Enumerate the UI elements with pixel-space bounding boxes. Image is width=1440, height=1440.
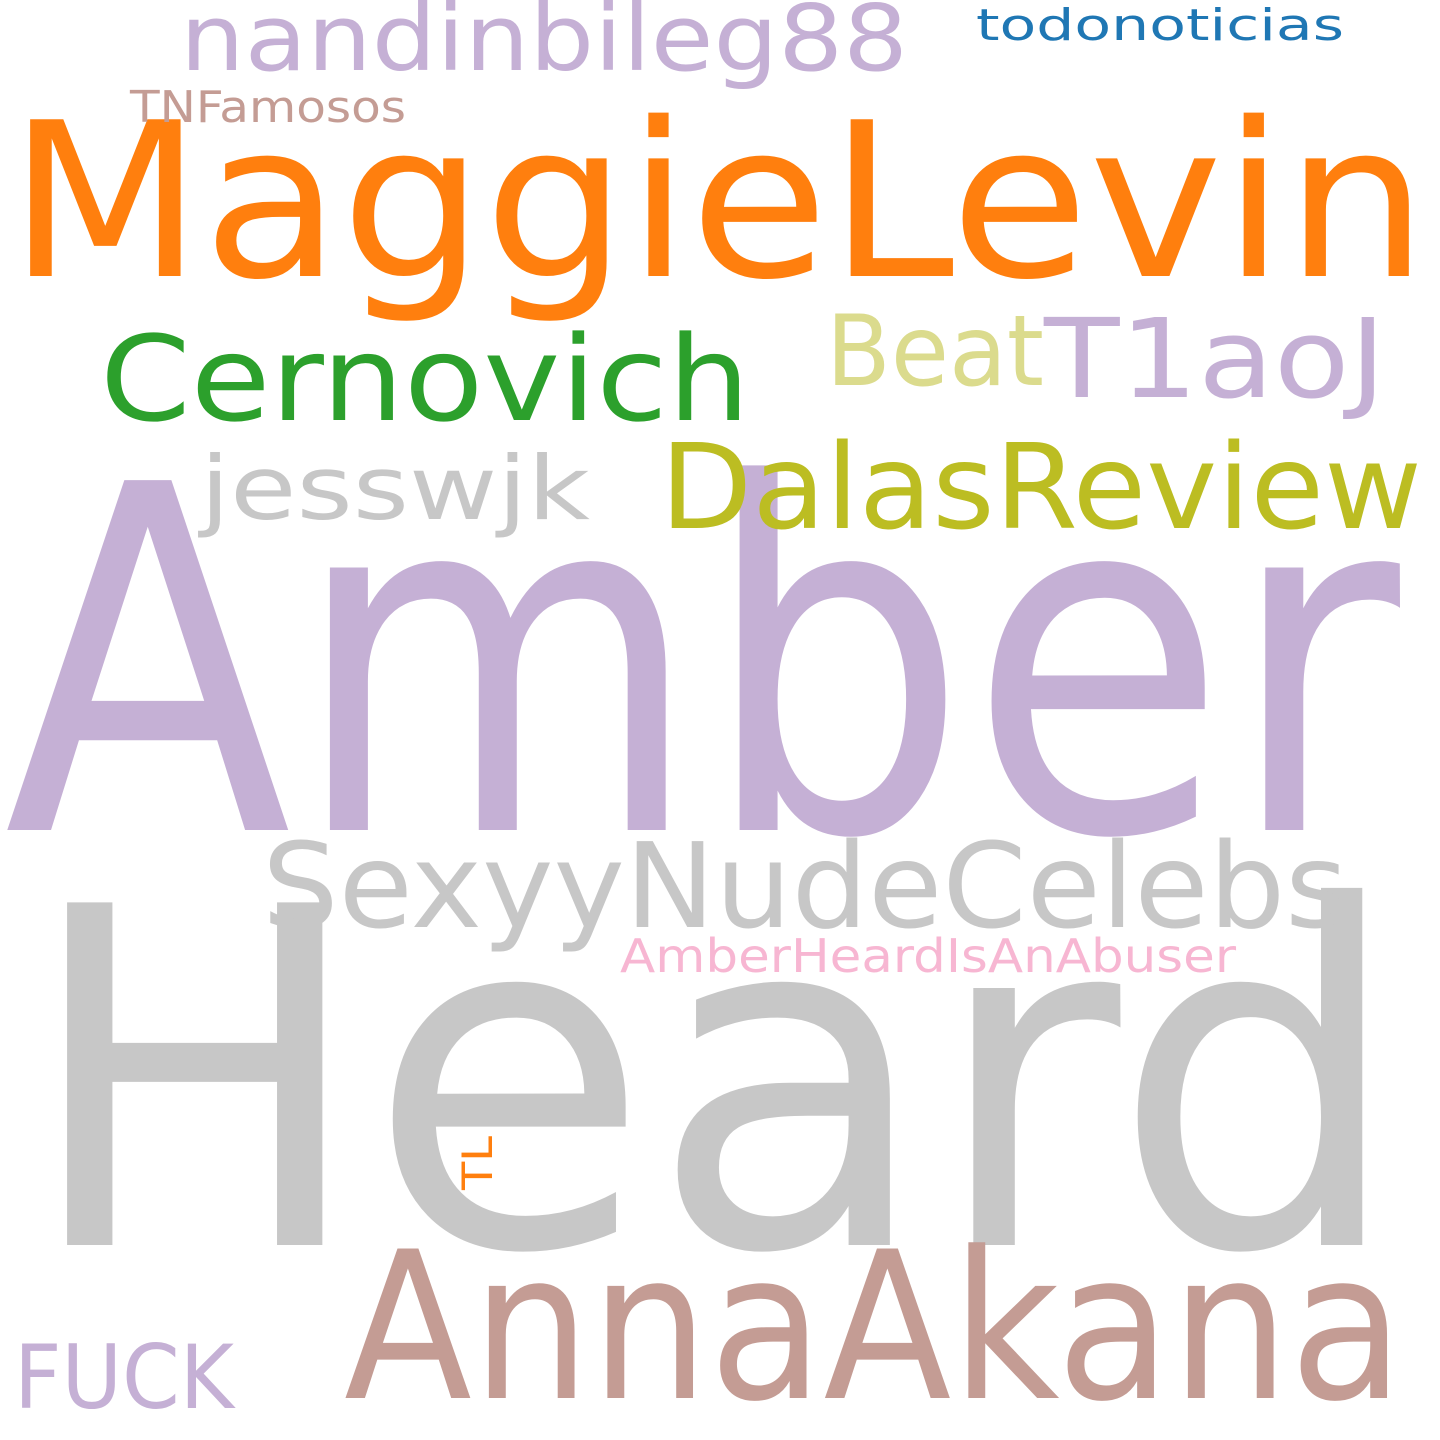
word-annaakana: AnnaAkana <box>344 1209 1404 1440</box>
word-dalasreview: DalasReview <box>660 418 1422 556</box>
word-fuck: FUCK <box>14 1326 236 1429</box>
word-maggielevin: MaggieLevin <box>8 76 1428 327</box>
word-cernovich: Cernovich <box>100 310 750 448</box>
word-jesswjk: jesswjk <box>198 437 590 540</box>
word-nandinbileg88: nandinbileg88 <box>180 0 908 92</box>
word-tl: TL <box>453 1135 502 1191</box>
word-amber: Amber <box>4 385 1405 944</box>
word-todonoticias: todonoticias <box>976 0 1344 51</box>
word-t1aoj: T1aoJ <box>1043 295 1386 423</box>
word-tnfamosos: TNFamosos <box>129 82 406 133</box>
word-sexyynudecelebs: SexyyNudeCelebs <box>262 817 1348 955</box>
word-amberheardisanabuser: AmberHeardIsAnAbuser <box>620 929 1236 983</box>
word-beat: Beat <box>826 295 1044 409</box>
word-heard: Heard <box>22 809 1404 1356</box>
